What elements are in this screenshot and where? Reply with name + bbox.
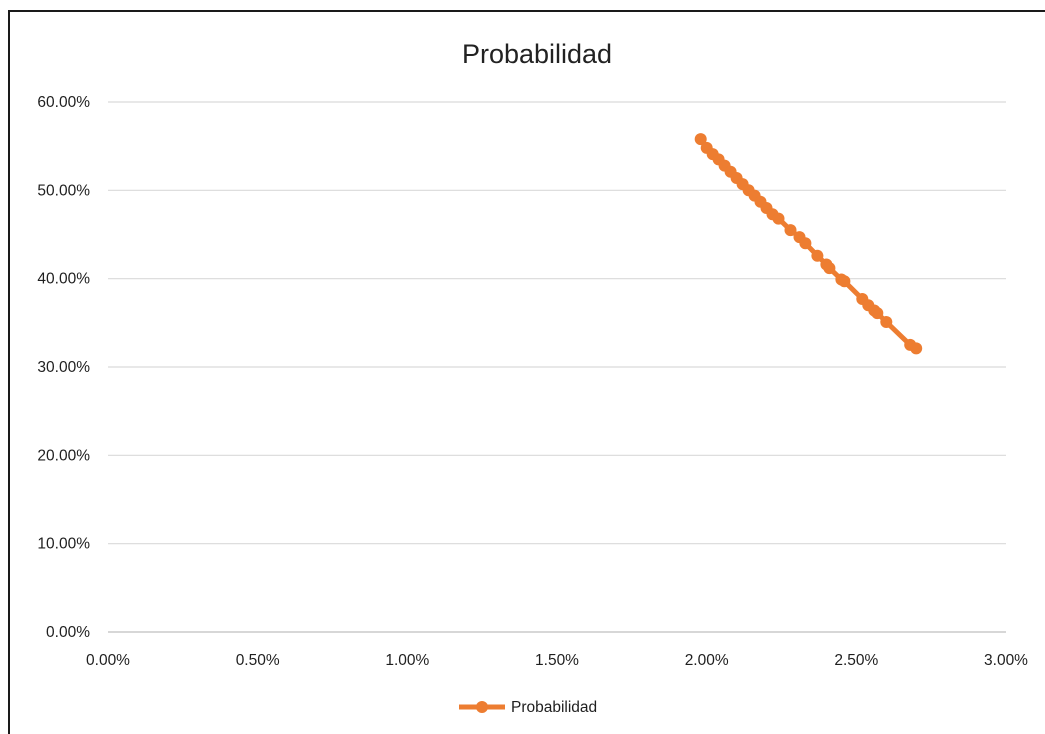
y-tick-label: 20.00%: [37, 447, 90, 464]
chart-top-border: [8, 10, 1045, 12]
y-tick-label: 0.00%: [46, 624, 90, 641]
x-tick-label: 2.00%: [685, 652, 729, 669]
gridlines: [108, 101, 1006, 633]
x-tick-label: 1.00%: [385, 652, 429, 669]
data-point: [880, 316, 893, 328]
data-point: [910, 342, 923, 355]
data-point: [811, 249, 824, 262]
x-tick-label: 2.50%: [834, 652, 878, 669]
series-probabilidad: [694, 133, 923, 355]
data-point: [838, 275, 851, 288]
data-point: [871, 307, 884, 320]
x-axis-ticks: 0.00% 0.50% 1.00% 1.50% 2.00% 2.50% 3.00%: [86, 652, 1028, 669]
y-tick-label: 50.00%: [37, 182, 90, 199]
x-tick-label: 1.50%: [535, 652, 579, 669]
x-tick-label: 0.50%: [236, 652, 280, 669]
chart-left-border: [8, 10, 10, 734]
data-point: [799, 237, 812, 250]
data-point: [772, 212, 785, 225]
legend-label: Probabilidad: [511, 699, 597, 716]
data-point: [823, 262, 836, 275]
y-tick-label: 10.00%: [37, 536, 90, 553]
y-axis-ticks: 0.00% 10.00% 20.00% 30.00% 40.00% 50.00% 60.00…: [37, 94, 90, 641]
y-tick-label: 30.00%: [37, 359, 90, 376]
legend-marker: [476, 701, 488, 713]
legend: Probabilidad: [459, 699, 597, 716]
data-point: [694, 133, 707, 146]
data-point: [784, 224, 797, 237]
x-tick-label: 0.00%: [86, 652, 130, 669]
y-tick-label: 40.00%: [37, 271, 90, 288]
y-tick-label: 60.00%: [37, 94, 90, 111]
x-tick-label: 3.00%: [984, 652, 1028, 669]
chart-title: Probabilidad: [462, 39, 612, 69]
